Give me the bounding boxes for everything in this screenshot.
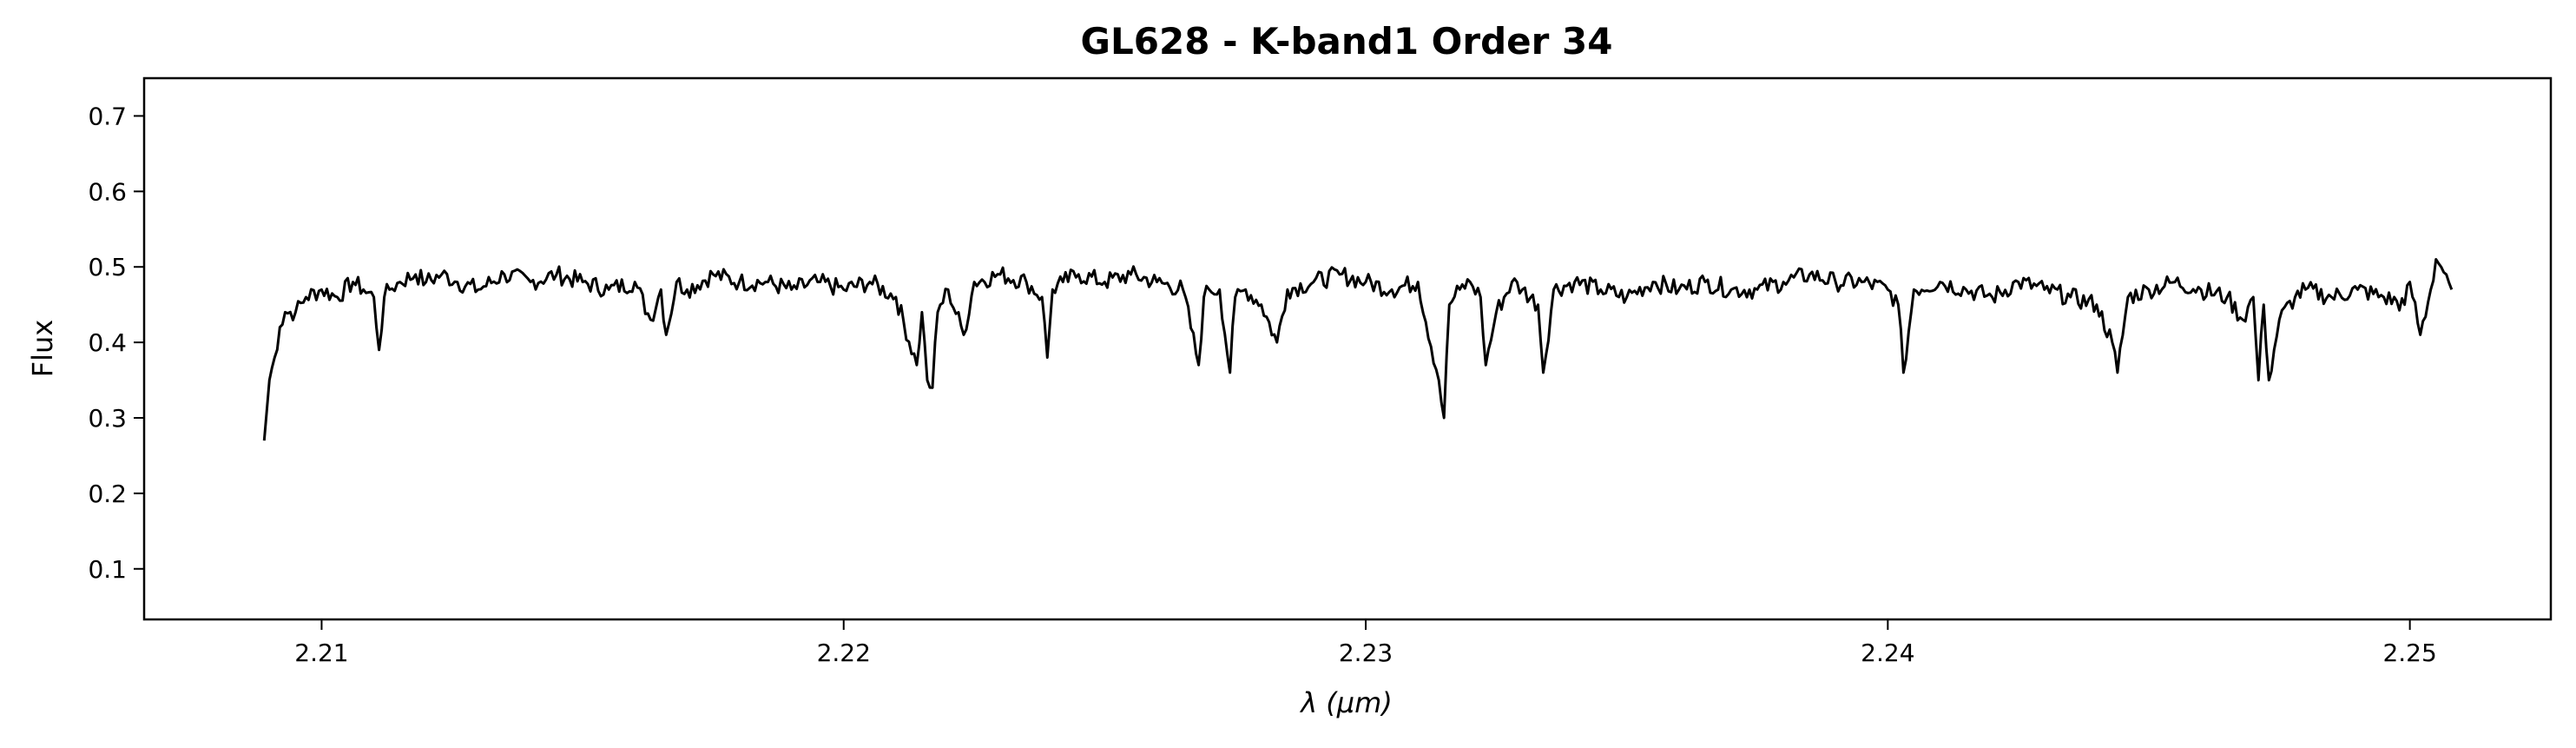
chart-title: GL628 - K-band1 Order 34 — [1081, 20, 1613, 63]
x-tick-label: 2.21 — [294, 639, 348, 667]
spectrum-series-line — [262, 258, 2454, 441]
x-tick-label: 2.25 — [2382, 639, 2436, 667]
x-axis-label: λ (μm) — [1299, 686, 1393, 719]
y-tick-label: 0.7 — [88, 102, 127, 130]
x-tick-label: 2.24 — [1861, 639, 1914, 667]
y-tick-label: 0.5 — [88, 253, 127, 281]
y-tick-label: 0.1 — [88, 555, 127, 584]
y-tick-label: 0.2 — [88, 480, 127, 508]
y-tick-label: 0.3 — [88, 404, 127, 433]
x-axis: 2.21 2.22 2.23 2.24 2.25 — [294, 619, 2437, 667]
y-tick-label: 0.4 — [88, 328, 127, 357]
y-axis: 0.1 0.2 0.3 0.4 0.5 0.6 0.7 — [88, 102, 144, 584]
plot-frame — [142, 76, 2553, 621]
x-tick-label: 2.22 — [817, 639, 871, 667]
x-tick-label: 2.23 — [1339, 639, 1393, 667]
y-tick-label: 0.6 — [88, 177, 127, 206]
y-axis-label: Flux — [26, 320, 59, 378]
